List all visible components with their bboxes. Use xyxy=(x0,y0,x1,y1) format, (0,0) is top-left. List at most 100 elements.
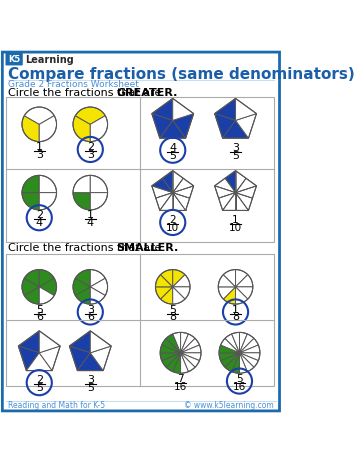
Wedge shape xyxy=(181,334,195,353)
Wedge shape xyxy=(39,116,56,142)
Wedge shape xyxy=(239,338,258,353)
Text: 5: 5 xyxy=(169,151,176,161)
Text: 3: 3 xyxy=(87,150,94,160)
Wedge shape xyxy=(24,287,39,304)
Wedge shape xyxy=(39,287,54,304)
Text: Circle the fractions that are: Circle the fractions that are xyxy=(8,88,165,98)
Wedge shape xyxy=(218,275,236,287)
Wedge shape xyxy=(223,287,236,304)
Text: 4: 4 xyxy=(87,218,94,228)
Wedge shape xyxy=(219,345,239,353)
Wedge shape xyxy=(160,269,173,287)
Polygon shape xyxy=(215,186,236,198)
Polygon shape xyxy=(225,171,236,193)
Wedge shape xyxy=(181,353,195,372)
Wedge shape xyxy=(22,116,39,142)
Polygon shape xyxy=(219,193,236,210)
Polygon shape xyxy=(173,99,194,120)
Text: 5: 5 xyxy=(36,305,43,315)
Wedge shape xyxy=(173,332,181,353)
Wedge shape xyxy=(173,287,190,299)
Text: Circle the fractions that are: Circle the fractions that are xyxy=(8,244,165,253)
Wedge shape xyxy=(166,353,181,372)
Wedge shape xyxy=(232,332,239,353)
Text: 8: 8 xyxy=(169,313,176,322)
Text: 5: 5 xyxy=(236,374,243,384)
Wedge shape xyxy=(155,275,173,287)
Wedge shape xyxy=(236,269,248,287)
Text: GREATER.: GREATER. xyxy=(116,88,178,98)
Text: 4: 4 xyxy=(169,143,176,153)
Text: 16: 16 xyxy=(233,382,246,392)
Polygon shape xyxy=(223,120,248,138)
Bar xyxy=(6,97,274,242)
Text: 4: 4 xyxy=(36,218,43,228)
Polygon shape xyxy=(173,193,186,210)
Wedge shape xyxy=(160,353,181,361)
Wedge shape xyxy=(218,287,236,299)
Wedge shape xyxy=(181,345,201,353)
Text: 3: 3 xyxy=(232,143,239,153)
Text: 2: 2 xyxy=(36,375,43,385)
Wedge shape xyxy=(160,287,173,304)
Text: 1: 1 xyxy=(87,210,94,220)
Polygon shape xyxy=(173,186,194,198)
Text: Learning: Learning xyxy=(25,55,74,65)
Wedge shape xyxy=(173,275,190,287)
Wedge shape xyxy=(155,287,173,299)
Text: 1: 1 xyxy=(232,215,239,225)
Wedge shape xyxy=(181,332,188,353)
Wedge shape xyxy=(24,269,39,287)
Wedge shape xyxy=(173,269,185,287)
Text: 5: 5 xyxy=(169,305,176,315)
Wedge shape xyxy=(239,334,254,353)
Polygon shape xyxy=(18,331,39,353)
Text: 8: 8 xyxy=(232,313,239,322)
Wedge shape xyxy=(22,278,39,295)
Wedge shape xyxy=(75,269,90,287)
Wedge shape xyxy=(90,278,108,295)
Bar xyxy=(6,254,274,386)
Wedge shape xyxy=(221,353,239,367)
Wedge shape xyxy=(39,269,54,287)
Wedge shape xyxy=(75,107,105,125)
Polygon shape xyxy=(173,193,190,210)
Polygon shape xyxy=(152,99,173,120)
FancyBboxPatch shape xyxy=(5,53,23,65)
Polygon shape xyxy=(69,331,90,353)
Wedge shape xyxy=(90,287,105,304)
Polygon shape xyxy=(69,346,90,370)
Wedge shape xyxy=(24,107,54,125)
Polygon shape xyxy=(18,346,39,370)
Polygon shape xyxy=(236,113,256,138)
Polygon shape xyxy=(39,331,60,353)
Polygon shape xyxy=(26,353,52,370)
Text: Compare fractions (same denominators): Compare fractions (same denominators) xyxy=(8,67,355,82)
Wedge shape xyxy=(219,353,239,361)
Text: K5: K5 xyxy=(8,56,20,64)
Wedge shape xyxy=(22,175,39,193)
Polygon shape xyxy=(236,99,256,120)
Text: 6: 6 xyxy=(87,313,94,322)
Text: 5: 5 xyxy=(36,383,43,393)
Polygon shape xyxy=(236,171,246,193)
Polygon shape xyxy=(39,346,60,370)
Polygon shape xyxy=(173,178,194,193)
Polygon shape xyxy=(90,346,111,370)
Polygon shape xyxy=(152,113,173,138)
Wedge shape xyxy=(22,193,39,210)
Polygon shape xyxy=(152,186,173,198)
Wedge shape xyxy=(173,353,181,373)
Polygon shape xyxy=(215,99,236,120)
Wedge shape xyxy=(39,278,56,295)
Polygon shape xyxy=(223,193,236,210)
Polygon shape xyxy=(160,120,186,138)
Wedge shape xyxy=(236,275,253,287)
Wedge shape xyxy=(181,353,200,367)
Text: 7: 7 xyxy=(177,374,184,384)
Polygon shape xyxy=(173,171,183,193)
Polygon shape xyxy=(156,193,173,210)
Wedge shape xyxy=(223,269,236,287)
Text: © www.k5learning.com: © www.k5learning.com xyxy=(184,401,274,410)
Wedge shape xyxy=(221,338,239,353)
